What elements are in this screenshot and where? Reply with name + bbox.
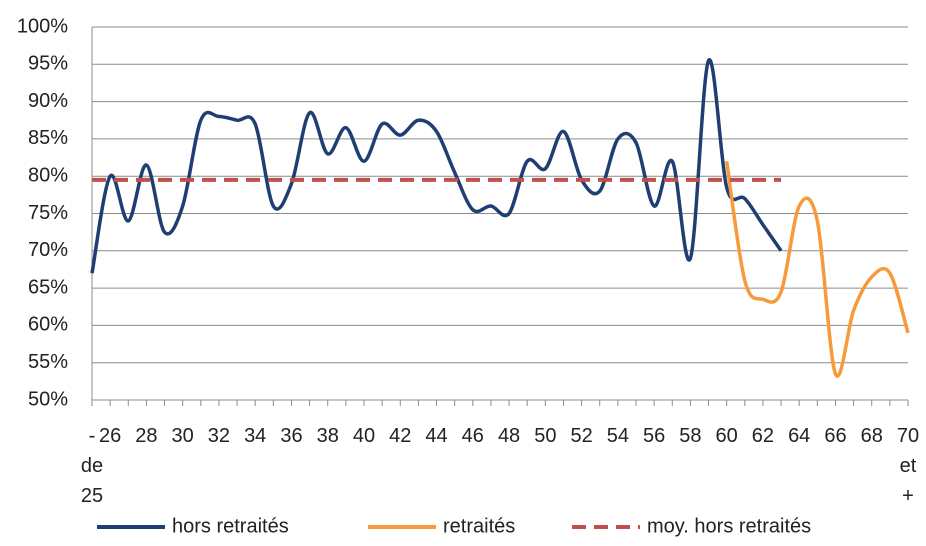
legend-label: retraités [443, 515, 515, 537]
y-tick-label: 65% [28, 276, 68, 298]
x-tick-label: 70 et + [897, 425, 919, 507]
y-tick-label: 75% [28, 202, 68, 224]
y-tick-label: 90% [28, 90, 68, 112]
series-line [724, 161, 910, 378]
legend-label: moy. hors retraités [647, 515, 811, 537]
legend-label: hors retraités [172, 515, 289, 537]
x-tick-label: 52 [570, 425, 592, 447]
x-tick-label: 26 [99, 425, 121, 447]
x-tick-label: 44 [425, 425, 447, 447]
x-tick-label: 28 [135, 425, 157, 447]
x-tick-label: 34 [244, 425, 266, 447]
x-tick-label: 40 [353, 425, 375, 447]
y-tick-label: 85% [28, 127, 68, 149]
x-tick-label: 58 [679, 425, 701, 447]
x-tick-label: 38 [317, 425, 339, 447]
x-tick-label: 64 [788, 425, 810, 447]
x-tick-label: 30 [172, 425, 194, 447]
y-tick-label: 70% [28, 239, 68, 261]
x-tick-label: 60 [716, 425, 738, 447]
y-tick-label: 95% [28, 53, 68, 75]
x-tick-label: 48 [498, 425, 520, 447]
x-tick-label: 62 [752, 425, 774, 447]
x-tick-label: 32 [208, 425, 230, 447]
x-tick-label: 50 [534, 425, 556, 447]
x-tick-label: -de 25 [81, 425, 103, 507]
x-tick-label: 54 [607, 425, 629, 447]
x-tick-label: 68 [861, 425, 883, 447]
y-tick-label: 50% [28, 388, 68, 410]
y-tick-label: 60% [28, 314, 68, 336]
x-tick-label: 56 [643, 425, 665, 447]
y-tick-label: 55% [28, 351, 68, 373]
series-line [90, 58, 783, 274]
x-tick-label: 36 [280, 425, 302, 447]
x-tick-label: 66 [824, 425, 846, 447]
x-tick-label: 46 [462, 425, 484, 447]
x-tick-label: 42 [389, 425, 411, 447]
y-tick-label: 80% [28, 164, 68, 186]
y-tick-label: 100% [17, 15, 68, 37]
